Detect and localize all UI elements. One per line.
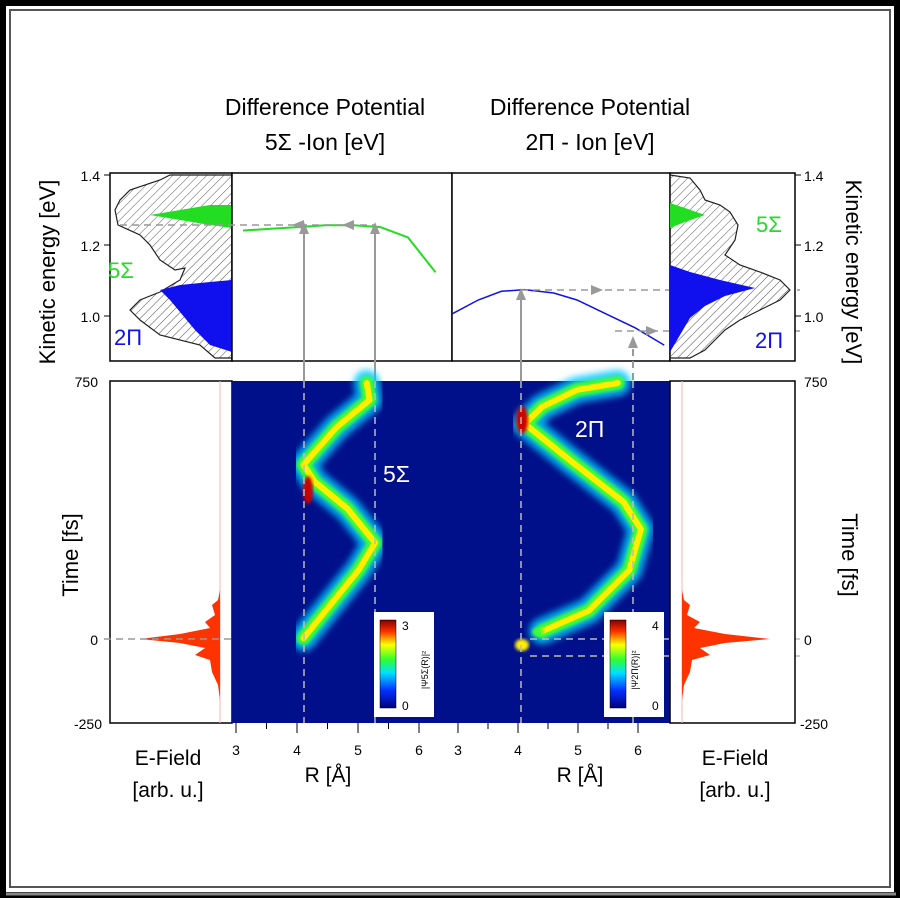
spectrum-right-sigma-label: 5Σ bbox=[756, 212, 782, 237]
r-tick-right-6: 6 bbox=[634, 742, 642, 758]
ke-tick-right-3: 1.0 bbox=[804, 309, 824, 325]
efield-right-label-line2: [arb. u.] bbox=[699, 779, 770, 802]
map-5sigma-turning-hotspot bbox=[303, 476, 313, 504]
r-tick-right-3: 3 bbox=[454, 742, 462, 758]
title-right-line2: 2Π - Ion [eV] bbox=[525, 129, 654, 155]
title-right-line1: Difference Potential bbox=[490, 94, 690, 120]
time-tick-right-3: -250 bbox=[800, 716, 828, 732]
spectrum-right-envelope bbox=[669, 174, 791, 359]
colorbar-left-max: 3 bbox=[402, 619, 409, 633]
ke-tick-left-3: 1.0 bbox=[81, 309, 101, 325]
potential-5sigma bbox=[120, 172, 453, 640]
time-tick-left-3: -250 bbox=[74, 716, 102, 732]
time-axis-label-right: Time [fs] bbox=[837, 513, 862, 597]
ke-axis-label-right: Kinetic energy [eV] bbox=[841, 180, 866, 365]
ke-tick-right-2: 1.2 bbox=[804, 238, 824, 254]
title-left-line2: 5Σ -Ion [eV] bbox=[265, 129, 385, 155]
map-5sigma: 5Σ 3 0 |Ψ5Σ(R)|² 3 4 5 6 R [Å] bbox=[232, 370, 452, 787]
efield-left-label-line2: [arb. u.] bbox=[132, 779, 203, 802]
guide-arrowhead-4 bbox=[370, 222, 380, 234]
time-tick-left-1: 750 bbox=[75, 374, 99, 390]
r-axis-right-ticks bbox=[457, 723, 639, 733]
colorbar-left-min: 0 bbox=[402, 699, 409, 713]
time-tick-right-2: 0 bbox=[804, 632, 812, 648]
colorbar-left-scale bbox=[379, 619, 397, 709]
r-tick-left-6: 6 bbox=[415, 742, 423, 758]
guide-arrowhead-6 bbox=[646, 326, 658, 336]
time-tick-left-2: 0 bbox=[90, 632, 98, 648]
spectrum-right: 5Σ 2Π 1.4 1.2 1.0 Kinetic energy [eV] bbox=[669, 168, 866, 365]
guide-arrowhead-2 bbox=[342, 220, 354, 230]
efield-left: 750 0 -250 Time [fs] E-Field [arb. u.] bbox=[58, 374, 305, 802]
spectrum-right-sigma-peak bbox=[670, 203, 705, 228]
r-axis-label-left: R [Å] bbox=[305, 764, 352, 787]
map-5sigma-label: 5Σ bbox=[383, 461, 410, 487]
efield-left-label-line1: E-Field bbox=[135, 747, 202, 770]
r-tick-left-5: 5 bbox=[354, 742, 362, 758]
map-2pi-label: 2Π bbox=[575, 416, 604, 442]
spectrum-left: 5Σ 2Π 1.4 1.2 1.0 Kinetic energy [eV] bbox=[35, 168, 233, 365]
r-tick-right-4: 4 bbox=[514, 742, 522, 758]
time-tick-right-1: 750 bbox=[804, 374, 828, 390]
map-2pi: 2Π 4 0 |Ψ2Π(R)|² 3 4 5 6 R [Å] bbox=[452, 370, 800, 787]
ke-axis-label-left: Kinetic energy [eV] bbox=[35, 180, 60, 365]
spectrum-left-pi-peak bbox=[160, 280, 232, 352]
title-left-line1: Difference Potential bbox=[225, 94, 425, 120]
efield-left-pulse bbox=[140, 590, 220, 700]
guide-arrowhead-1 bbox=[292, 220, 304, 230]
spectrum-left-pi-label: 2Π bbox=[114, 325, 142, 350]
r-tick-right-5: 5 bbox=[574, 742, 582, 758]
ke-tick-left-2: 1.2 bbox=[81, 238, 101, 254]
time-axis-label-left: Time [fs] bbox=[58, 513, 83, 597]
colorbar-right-min: 0 bbox=[652, 699, 659, 713]
colorbar-right-scale bbox=[609, 619, 627, 709]
map-2pi-turning-hotspot bbox=[516, 406, 528, 434]
guide-arrowhead-3 bbox=[299, 222, 309, 234]
map-2pi-initial-spot-2 bbox=[532, 628, 544, 636]
spectrum-left-sigma-label: 5Σ bbox=[108, 258, 134, 283]
colorbar-right-label: |Ψ2Π(R)|² bbox=[630, 650, 640, 689]
spectrum-right-pi-peak bbox=[670, 265, 755, 352]
ke-tick-left-1: 1.4 bbox=[81, 168, 101, 184]
spectrum-left-sigma-peak bbox=[150, 205, 232, 228]
r-axis-left-ticks bbox=[235, 723, 420, 733]
map-2pi-packet-core bbox=[521, 380, 644, 635]
potential-2pi-frame bbox=[451, 172, 671, 362]
map-5sigma-packet-core bbox=[300, 380, 378, 641]
colorbar-left-label: |Ψ5Σ(R)|² bbox=[420, 651, 430, 689]
r-tick-left-4: 4 bbox=[293, 742, 301, 758]
ke-tick-right-1: 1.4 bbox=[804, 168, 824, 184]
efield-right-label-line1: E-Field bbox=[702, 747, 769, 770]
efield-right: 750 0 -250 Time [fs] E-Field [arb. u.] bbox=[669, 374, 862, 802]
colorbar-right-max: 4 bbox=[652, 619, 659, 633]
guide-arrowhead-8 bbox=[628, 336, 638, 348]
guide-arrowhead-7 bbox=[516, 288, 526, 300]
potential-5sigma-frame bbox=[231, 172, 453, 362]
spectrum-right-pi-label: 2Π bbox=[755, 328, 783, 353]
r-axis-label-right: R [Å] bbox=[557, 764, 604, 787]
guide-arrowhead-5 bbox=[591, 285, 603, 295]
efield-right-pulse bbox=[682, 590, 770, 700]
map-2pi-initial-spot bbox=[515, 639, 529, 651]
inner-frame bbox=[9, 9, 891, 888]
r-tick-left-3: 3 bbox=[232, 742, 240, 758]
potential-2pi-curve bbox=[451, 288, 665, 346]
